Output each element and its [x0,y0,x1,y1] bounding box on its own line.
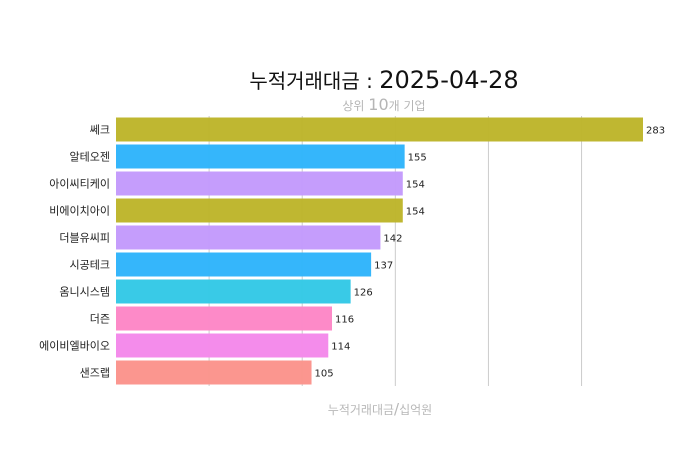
value-label: 114 [331,342,350,353]
category-label: 더블유씨피 [59,232,110,245]
subtitle-number: 10 [368,95,388,114]
category-label: 더즌 [90,313,110,326]
value-label: 137 [374,261,393,272]
bar [116,306,333,331]
value-label: 283 [646,126,665,137]
value-label: 116 [335,315,354,326]
title-separator: : [360,69,379,93]
value-label: 155 [408,153,427,164]
chart-title: 누적거래대금 : 2025-04-28 [249,66,518,94]
category-label: 에이비엘바이오 [39,340,110,353]
value-labels: 283 155 154 154 142 137 126 116 114 105 [315,126,666,380]
x-axis-label: 누적거래대금/십억원 [328,400,432,418]
bar [116,144,405,169]
title-date: 2025-04-28 [379,66,518,94]
subtitle-before: 상위 [342,99,368,113]
bar [116,252,372,277]
category-label: 옴니시스템 [59,286,110,299]
bar [116,279,351,304]
bar [116,171,403,196]
value-label: 126 [354,288,373,299]
x-axis-label-right: 십억원 [399,403,432,417]
value-label: 142 [383,234,402,245]
x-axis-label-left: 누적거래대금 [328,403,394,417]
bar [116,117,643,142]
category-labels: 쎄크알테오젠아이씨티케이비에이치아이더블유씨피시공테크옴니시스템더즌에이비엘바이… [39,124,110,380]
category-label: 비에이치아이 [49,205,110,218]
chart-subtitle: 상위 10개 기업 [342,95,425,114]
bar [116,360,312,385]
category-label: 시공테크 [70,259,110,272]
bar [116,333,329,358]
bar [116,225,381,250]
bar [116,198,403,223]
x-axis-label-slash: / [394,400,400,418]
value-label: 154 [406,180,425,191]
category-label: 쎄크 [90,124,110,137]
subtitle-after: 개 기업 [389,99,426,113]
value-label: 105 [315,369,334,380]
category-label: 알테오젠 [70,150,110,164]
category-label: 아이씨티케이 [49,178,110,191]
bars [116,117,643,385]
title-prefix: 누적거래대금 [249,69,359,93]
category-label: 샌즈랩 [80,367,110,380]
value-label: 154 [406,207,425,218]
